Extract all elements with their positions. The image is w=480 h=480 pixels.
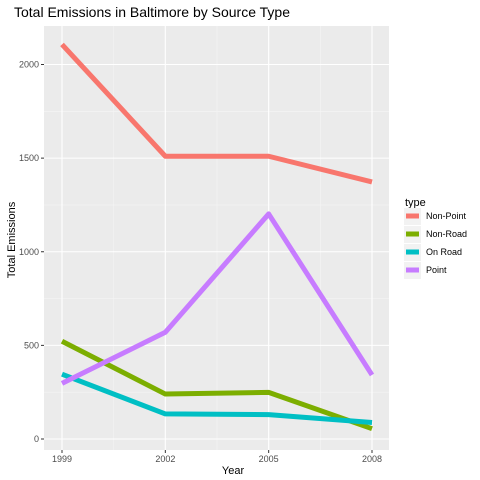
- x-tick-label: 2008: [362, 454, 382, 464]
- legend: type Non-Point Non-Road On Road Point: [404, 197, 467, 279]
- x-tick-label: 2005: [259, 454, 279, 464]
- series-line-point: [60, 211, 375, 386]
- y-tick-label: 1500: [19, 153, 39, 163]
- legend-label: On Road: [426, 247, 462, 257]
- minor-gridlines: [44, 26, 389, 450]
- legend-title: type: [405, 197, 426, 209]
- y-tick-label: 500: [24, 340, 39, 350]
- y-axis-label: Total Emissions: [6, 201, 18, 278]
- plot-panel: [44, 26, 389, 450]
- legend-label: Non-Road: [426, 229, 467, 239]
- chart-title: Total Emissions in Baltimore by Source T…: [14, 4, 290, 20]
- legend-label: Point: [426, 265, 447, 275]
- y-axis: 0 500 1000 1500 2000: [19, 60, 44, 444]
- series-line-non-point: [60, 42, 373, 185]
- x-tick-label: 1999: [52, 454, 72, 464]
- x-axis-label: Year: [222, 465, 245, 477]
- y-tick-label: 2000: [19, 60, 39, 70]
- legend-label: Non-Point: [426, 211, 467, 221]
- y-tick-label: 0: [34, 434, 39, 444]
- x-tick-label: 2002: [155, 454, 175, 464]
- series-line-non-road: [60, 339, 373, 432]
- series-lines: [60, 42, 375, 432]
- series-line-on-road: [61, 371, 373, 426]
- y-tick-label: 1000: [19, 247, 39, 257]
- x-axis: 1999 2002 2005 2008: [52, 450, 382, 464]
